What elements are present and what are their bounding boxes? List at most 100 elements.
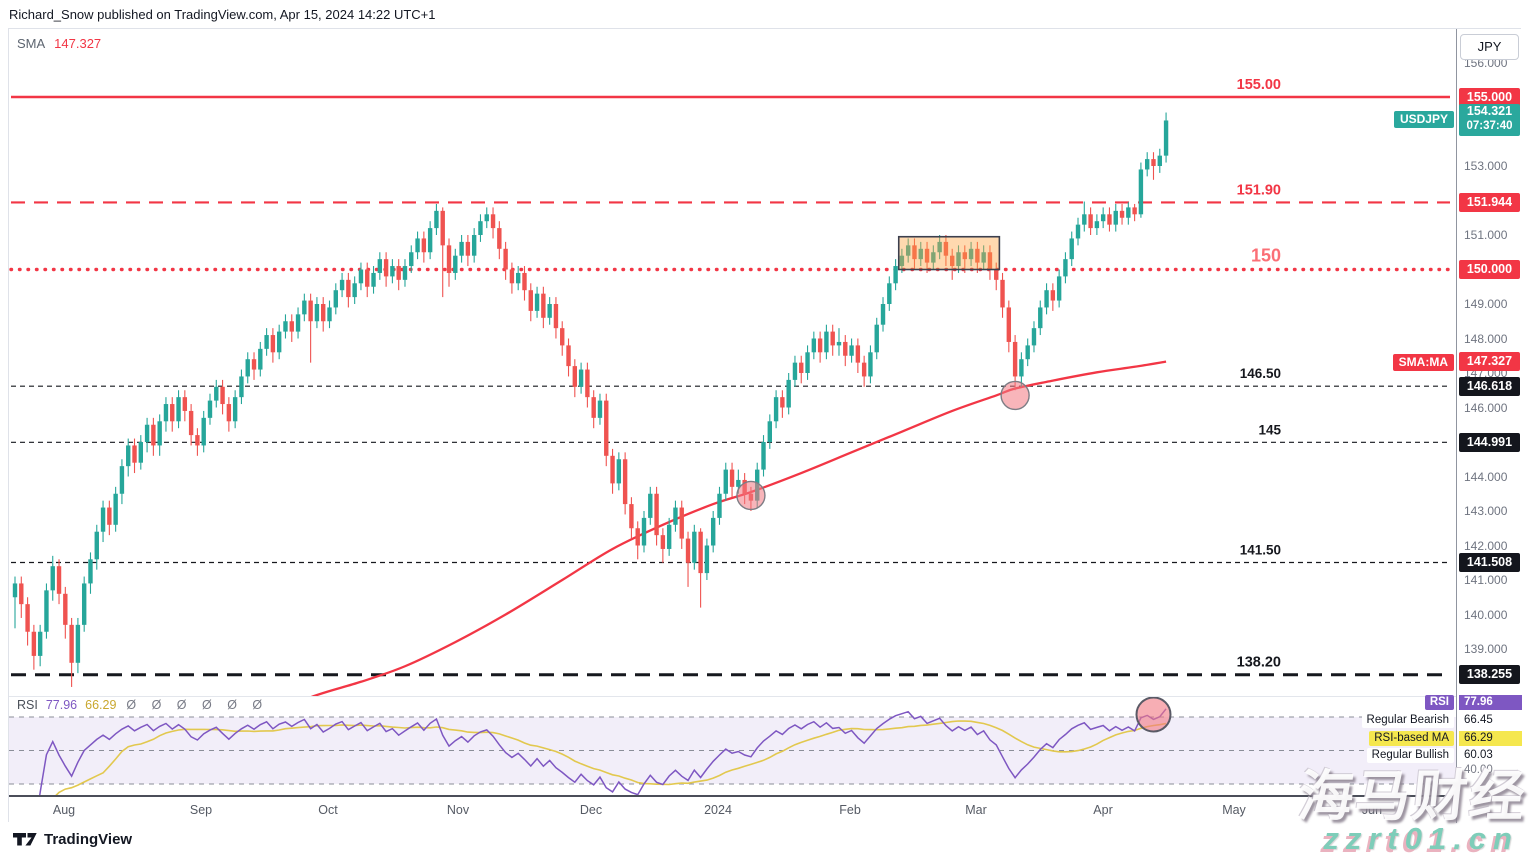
candle: [365, 269, 370, 287]
candle: [207, 400, 213, 418]
candle: [1069, 238, 1074, 260]
candle: [239, 376, 244, 398]
candle: [251, 359, 257, 370]
candle: [63, 593, 68, 625]
candle: [868, 352, 873, 377]
axis-price-badge: 147.327: [1459, 352, 1520, 372]
level-label[interactable]: 141.50: [1240, 542, 1281, 557]
rsi-label-tag: RSI: [1424, 695, 1454, 710]
candle: [1100, 214, 1106, 222]
month-label: Jun: [1361, 803, 1383, 817]
candle: [622, 459, 628, 505]
rsi-pane[interactable]: RSI 77.96 66.29 Ø Ø Ø Ø Ø Ø: [9, 696, 1456, 796]
level-label[interactable]: 146.50: [1240, 366, 1281, 381]
axis-tick: 142.000: [1464, 538, 1508, 553]
candle: [994, 269, 999, 280]
candle: [843, 341, 848, 356]
candle: [132, 445, 137, 463]
candle: [37, 631, 43, 656]
price-axis[interactable]: JPY 156.000 153.000 151.000 149.000 148.000 1…: [1456, 29, 1522, 823]
highlight-circle[interactable]: [1000, 380, 1030, 411]
candle: [346, 279, 351, 298]
candle: [1075, 224, 1081, 239]
candle: [1163, 120, 1169, 156]
sma-legend[interactable]: SMA 147.327: [17, 36, 101, 51]
level-label[interactable]: 155.00: [1237, 77, 1281, 93]
candle: [792, 362, 798, 380]
candle: [182, 397, 188, 411]
candle: [497, 228, 502, 249]
candle: [1151, 159, 1156, 166]
candle: [899, 255, 905, 267]
candle: [44, 590, 49, 632]
candle: [25, 604, 30, 632]
candle: [1145, 159, 1150, 170]
axis-tick: 146.000: [1464, 400, 1508, 415]
candle: [264, 335, 269, 349]
candle: [692, 531, 697, 563]
rsi-label-value: 60.03: [1459, 747, 1522, 763]
sma-legend-value: 147.327: [54, 36, 102, 51]
candle: [434, 210, 439, 229]
candle: [648, 493, 653, 518]
candle: [1044, 290, 1049, 308]
candle: [1031, 328, 1037, 346]
candle: [377, 259, 383, 273]
candle: [1138, 169, 1144, 215]
candle: [560, 328, 565, 346]
price-chart-canvas[interactable]: 155.00 151.90 150 146.50 145 141.50 138.20: [9, 29, 1456, 696]
consolidation-box[interactable]: [897, 235, 1001, 271]
candle: [975, 248, 980, 263]
candle: [761, 442, 766, 470]
time-axis[interactable]: Aug Sep Oct Nov Dec 2024 Feb Mar Apr May Jun: [9, 795, 1456, 823]
axis-price-badge: 141.508: [1459, 552, 1520, 572]
sma-line[interactable]: [267, 360, 1167, 696]
footer-bar: TradingView: [0, 823, 1529, 857]
candle: [421, 238, 427, 253]
tradingview-logo-text: TradingView: [44, 830, 133, 848]
candle: [19, 583, 24, 605]
highlight-circle[interactable]: [736, 480, 766, 511]
month-label: Apr: [1093, 803, 1113, 817]
level-label[interactable]: 145: [1258, 422, 1281, 437]
sma-ma-tag: SMA:MA: [1392, 353, 1454, 371]
candle: [698, 531, 703, 574]
candle: [107, 507, 112, 525]
candle: [780, 397, 785, 408]
rsi-legend[interactable]: RSI 77.96 66.29 Ø Ø Ø Ø Ø Ø: [17, 698, 268, 712]
currency-toggle-button[interactable]: JPY: [1460, 34, 1519, 60]
candle: [453, 255, 458, 273]
candle: [905, 245, 911, 256]
candle: [1126, 207, 1131, 218]
candle: [912, 245, 917, 260]
candle: [163, 404, 169, 422]
rsi-ma-line[interactable]: [34, 720, 1167, 796]
candle: [679, 507, 684, 539]
price-pane[interactable]: 155.00 151.90 150 146.50 145 141.50 138.20 SMA…: [9, 29, 1456, 696]
highlight-circle[interactable]: [1135, 697, 1172, 733]
candle: [1000, 279, 1005, 308]
level-label[interactable]: 150: [1251, 246, 1281, 266]
candle: [773, 397, 779, 422]
candle: [383, 259, 389, 277]
candle: [88, 559, 93, 584]
candle: [415, 238, 420, 253]
axis-tick: 141.000: [1464, 573, 1508, 587]
candle: [660, 535, 666, 549]
candle: [327, 307, 332, 322]
candle: [710, 517, 716, 546]
candle: [226, 404, 232, 422]
tradingview-logo[interactable]: TradingView: [12, 830, 132, 848]
candle: [144, 424, 150, 442]
rsi-chart-canvas[interactable]: [9, 697, 1456, 796]
candle: [981, 252, 986, 263]
watermark-cn: 海马财经: [1295, 765, 1529, 827]
rsi-line[interactable]: [21, 708, 1167, 796]
candle: [352, 283, 357, 298]
axis-tick: 148.000: [1464, 331, 1508, 346]
candle: [1132, 207, 1137, 215]
level-label[interactable]: 151.90: [1237, 182, 1281, 198]
level-label[interactable]: 138.20: [1237, 655, 1281, 671]
candle: [1063, 259, 1068, 277]
last-price-badge: 154.321 07:37:40: [1459, 104, 1520, 137]
